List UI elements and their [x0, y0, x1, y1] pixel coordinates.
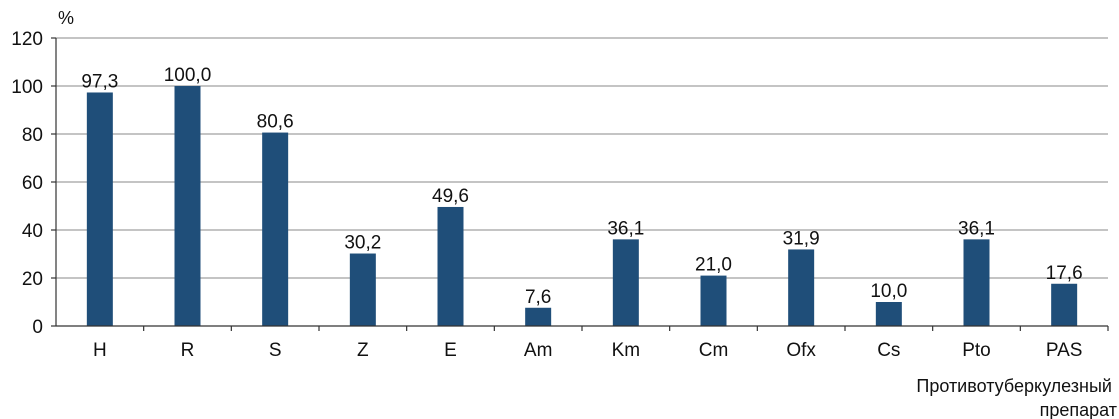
- bar-cm: [700, 275, 727, 326]
- category-label-s: S: [269, 340, 282, 361]
- x-axis-title-line-2: препарат: [1040, 400, 1117, 419]
- bar-e: [437, 206, 464, 326]
- y-tick-label: 80: [22, 125, 43, 146]
- data-label-pto: 36,1: [958, 218, 995, 239]
- data-labels: 97,3 100,0 80,6 30,2 49,6 7,6 36,1 21,0 31,9 10,0…: [81, 65, 1082, 308]
- category-label-ofx: Ofx: [786, 340, 816, 361]
- data-label-h: 97,3: [81, 71, 118, 92]
- data-label-e: 49,6: [432, 186, 469, 207]
- data-label-cm: 21,0: [695, 255, 732, 276]
- data-label-ofx: 31,9: [783, 228, 820, 249]
- bar-am: [525, 307, 552, 326]
- data-label-z: 30,2: [344, 233, 381, 254]
- bar-pto: [963, 239, 990, 326]
- bar-r: [174, 86, 201, 326]
- bar-s: [262, 132, 289, 326]
- data-label-s: 80,6: [257, 112, 294, 133]
- data-label-am: 7,6: [525, 287, 551, 308]
- category-label-pas: PAS: [1046, 340, 1083, 361]
- y-tick-label: 40: [22, 221, 43, 242]
- y-axis-ticks: 0 20 40 60 80 100 120: [11, 29, 56, 338]
- data-label-pas: 17,6: [1046, 263, 1083, 284]
- y-tick-label: 120: [11, 29, 43, 50]
- y-tick-label: 0: [32, 317, 43, 338]
- data-label-r: 100,0: [164, 65, 212, 86]
- data-label-km: 36,1: [607, 218, 644, 239]
- bar-h: [86, 92, 113, 326]
- bar-cs: [875, 302, 902, 326]
- data-label-cs: 10,0: [870, 281, 907, 302]
- category-label-z: Z: [357, 340, 369, 361]
- gridlines: [56, 37, 1108, 279]
- category-label-cs: Cs: [877, 340, 900, 361]
- category-label-pto: Pto: [962, 340, 991, 361]
- category-label-km: Km: [612, 340, 641, 361]
- category-label-am: Am: [524, 340, 553, 361]
- y-tick-label: 20: [22, 269, 43, 290]
- x-axis-categories: H R S Z E Am Km Cm Ofx Cs Pto PAS: [93, 326, 1109, 361]
- x-axis-title-line-1: Противотуберкулезный: [916, 376, 1112, 396]
- bar-ofx: [788, 249, 815, 326]
- bar-km: [612, 239, 639, 326]
- bar-z: [349, 253, 376, 326]
- x-axis-title: Противотуберкулезный препарат: [916, 376, 1117, 419]
- category-label-h: H: [93, 340, 107, 361]
- bars: [86, 86, 1078, 326]
- y-tick-label: 100: [11, 77, 43, 98]
- category-label-e: E: [444, 340, 457, 361]
- y-tick-label: 60: [22, 173, 43, 194]
- category-label-r: R: [181, 340, 195, 361]
- bar-pas: [1051, 283, 1078, 326]
- y-axis-unit-label: %: [58, 8, 74, 28]
- category-label-cm: Cm: [699, 340, 729, 361]
